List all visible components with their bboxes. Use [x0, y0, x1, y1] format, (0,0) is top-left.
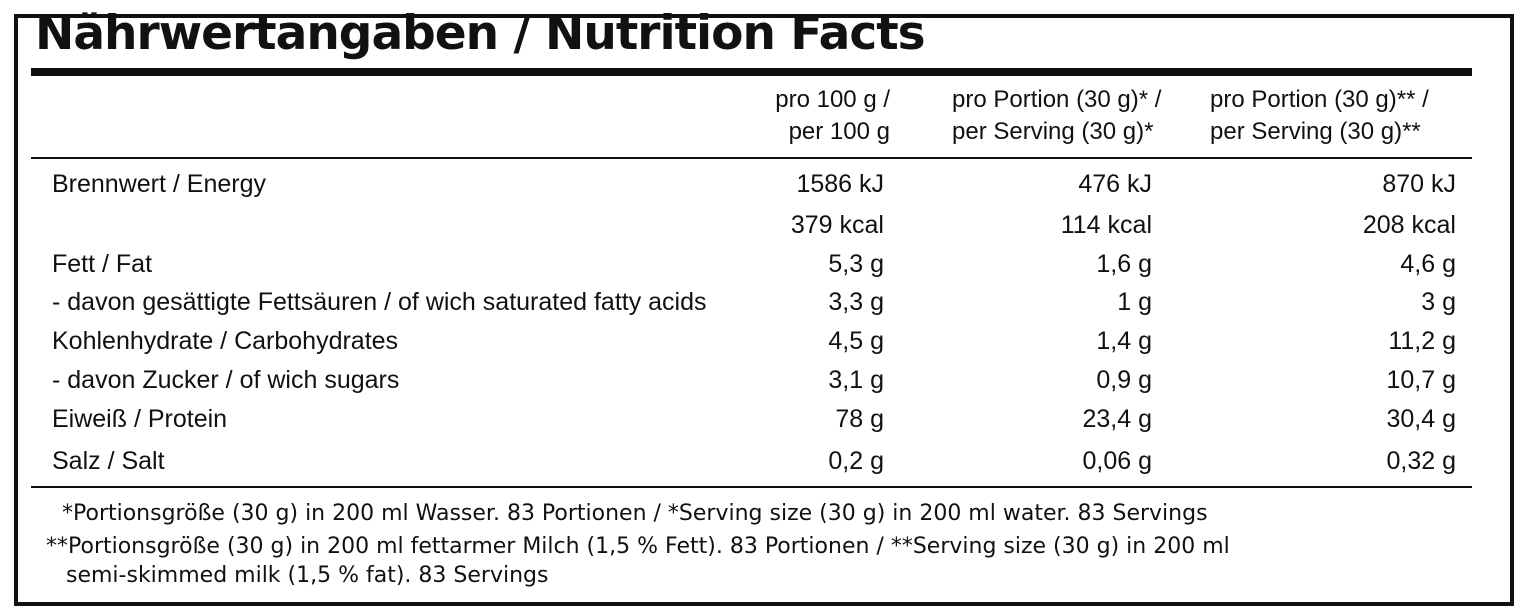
value-per-serving-milk: 30,4 g	[1386, 405, 1456, 433]
value-per-serving-milk: 3 g	[1421, 288, 1456, 316]
value-per-100g: 3,1 g	[828, 366, 884, 394]
nutrition-label	[14, 14, 1514, 606]
col-header-per-100g-line1: pro 100 g /	[775, 86, 890, 113]
value-per-serving-water: 0,06 g	[1082, 447, 1152, 475]
value-per-100g: 5,3 g	[828, 250, 884, 278]
value-per-serving-water: 1,4 g	[1096, 327, 1152, 355]
value-per-100g: 379 kcal	[790, 211, 884, 239]
row-label: - davon gesättigte Fettsäuren / of wich …	[52, 288, 707, 316]
header-rule	[31, 157, 1472, 159]
value-per-100g: 3,3 g	[828, 288, 884, 316]
row-label: Fett / Fat	[52, 250, 153, 278]
footnote-water: *Portionsgröße (30 g) in 200 ml Wasser. …	[62, 501, 1208, 526]
footnote-milk-continued: semi-skimmed milk (1,5 % fat). 83 Servin…	[66, 563, 549, 588]
col-header-serving-water-line2: per Serving (30 g)*	[952, 118, 1154, 145]
row-label: Salz / Salt	[52, 447, 165, 475]
value-per-serving-water: 23,4 g	[1082, 405, 1152, 433]
value-per-100g: 78 g	[835, 405, 884, 433]
value-per-100g: 0,2 g	[828, 447, 884, 475]
col-header-serving-water-line1: pro Portion (30 g)* /	[952, 86, 1162, 113]
footer-rule	[31, 486, 1472, 488]
value-per-100g: 4,5 g	[828, 327, 884, 355]
value-per-serving-milk: 0,32 g	[1386, 447, 1456, 475]
value-per-serving-water: 114 kcal	[1060, 211, 1152, 239]
col-header-per-100g-line2: per 100 g	[788, 118, 890, 145]
row-label: - davon Zucker / of wich sugars	[52, 366, 400, 394]
title-rule	[31, 68, 1472, 76]
value-per-serving-milk: 208 kcal	[1362, 211, 1456, 239]
col-header-serving-milk-line2: per Serving (30 g)**	[1210, 118, 1421, 145]
value-per-serving-milk: 870 kJ	[1382, 170, 1456, 198]
nutrition-title: Nährwertangaben / Nutrition Facts	[35, 6, 926, 61]
row-label: Kohlenhydrate / Carbohydrates	[52, 327, 399, 355]
row-label: Brennwert / Energy	[52, 170, 266, 198]
value-per-serving-water: 0,9 g	[1096, 366, 1152, 394]
value-per-100g: 1586 kJ	[796, 170, 884, 198]
value-per-serving-milk: 10,7 g	[1386, 366, 1456, 394]
value-per-serving-water: 1,6 g	[1096, 250, 1152, 278]
footnote-milk: **Portionsgröße (30 g) in 200 ml fettarm…	[46, 534, 1230, 559]
row-label: Eiweiß / Protein	[52, 405, 228, 433]
value-per-serving-milk: 4,6 g	[1400, 250, 1456, 278]
value-per-serving-milk: 11,2 g	[1388, 327, 1456, 355]
value-per-serving-water: 476 kJ	[1078, 170, 1152, 198]
col-header-serving-milk-line1: pro Portion (30 g)** /	[1210, 86, 1429, 113]
value-per-serving-water: 1 g	[1117, 288, 1152, 316]
